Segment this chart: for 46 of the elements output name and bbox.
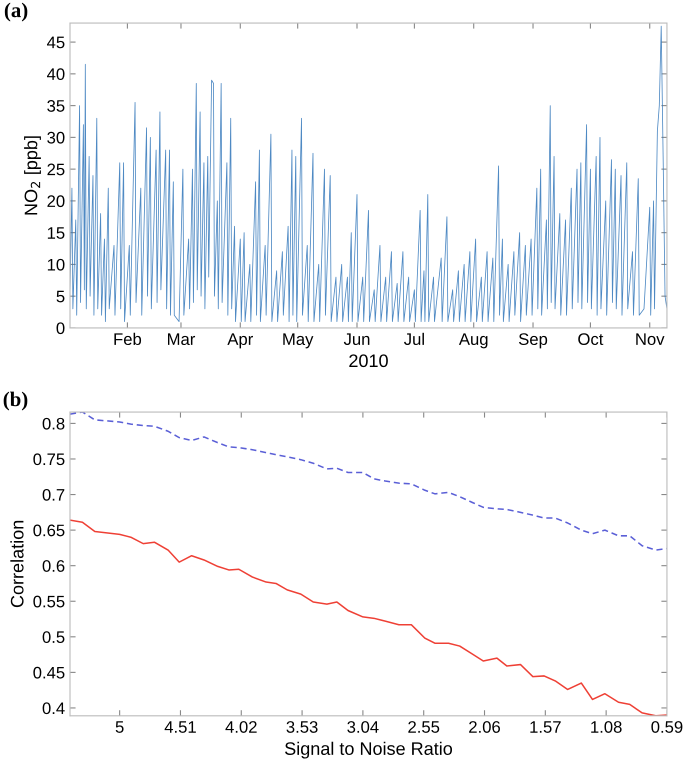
y-axis-title: Correlation: [10, 520, 24, 608]
y-tick-label: 0: [56, 322, 64, 334]
x-tick-label: Aug: [458, 333, 488, 348]
x-tick-label: 0.59: [651, 721, 682, 733]
y-tick-label: 40: [46, 68, 64, 80]
y-tick-label: 15: [48, 227, 64, 239]
y-tick-label: 35: [47, 100, 64, 112]
y-tick-label: 25: [47, 164, 64, 176]
y-tick-label: 0.55: [33, 596, 64, 608]
y-tick-label: 20: [47, 195, 64, 208]
y-tick-label: 0.4: [42, 702, 65, 714]
x-tick-label: Sep: [518, 333, 548, 348]
x-tick-label: 4.51: [164, 721, 196, 733]
x-tick-label: Feb: [114, 332, 142, 346]
x-tick-label: 3.53: [286, 721, 318, 733]
y-tick-label: 30: [47, 132, 64, 144]
y-tick-label: 0.75: [33, 453, 64, 466]
x-tick-label: Nov: [636, 333, 664, 346]
x-axis-title: Signal to Noise Ratio: [285, 742, 452, 759]
x-tick-label: 1.08: [591, 721, 622, 733]
x-tick-label: May: [283, 333, 314, 348]
y-tick-label: 5: [56, 290, 64, 302]
x-tick-label: Jul: [404, 332, 424, 346]
x-tick-label: 3.04: [347, 721, 379, 733]
y-tick-label: 45: [46, 36, 64, 48]
x-tick-label: 1.57: [530, 721, 561, 733]
line-series: [70, 26, 667, 322]
y-tick-label: 0.65: [33, 524, 64, 536]
text: (b): [4, 392, 28, 411]
y-tick-label: 0.7: [42, 488, 64, 501]
x-tick-label: Mar: [168, 333, 196, 346]
y-axis-title: NO$_{2}$ [ppb]: [24, 136, 41, 215]
y-tick-label: 0.45: [33, 666, 64, 679]
x-tick-label: 4.02: [225, 721, 257, 733]
x-tick-label: Jun: [344, 333, 370, 346]
y-tick-label: 0.5: [42, 631, 64, 644]
x-tick-label: Oct: [578, 333, 604, 346]
y-tick-label: 10: [48, 258, 64, 271]
x-axis-title: 2010: [349, 354, 388, 368]
x-tick-label: Apr: [227, 333, 253, 348]
text: (a): [4, 2, 28, 22]
x-tick-label: 2.06: [469, 721, 500, 733]
y-tick-label: 0.6: [42, 560, 64, 572]
x-tick-label: 2.55: [408, 721, 440, 733]
x-tick-label: 5: [116, 721, 124, 733]
y-tick-label: 0.8: [42, 418, 64, 430]
